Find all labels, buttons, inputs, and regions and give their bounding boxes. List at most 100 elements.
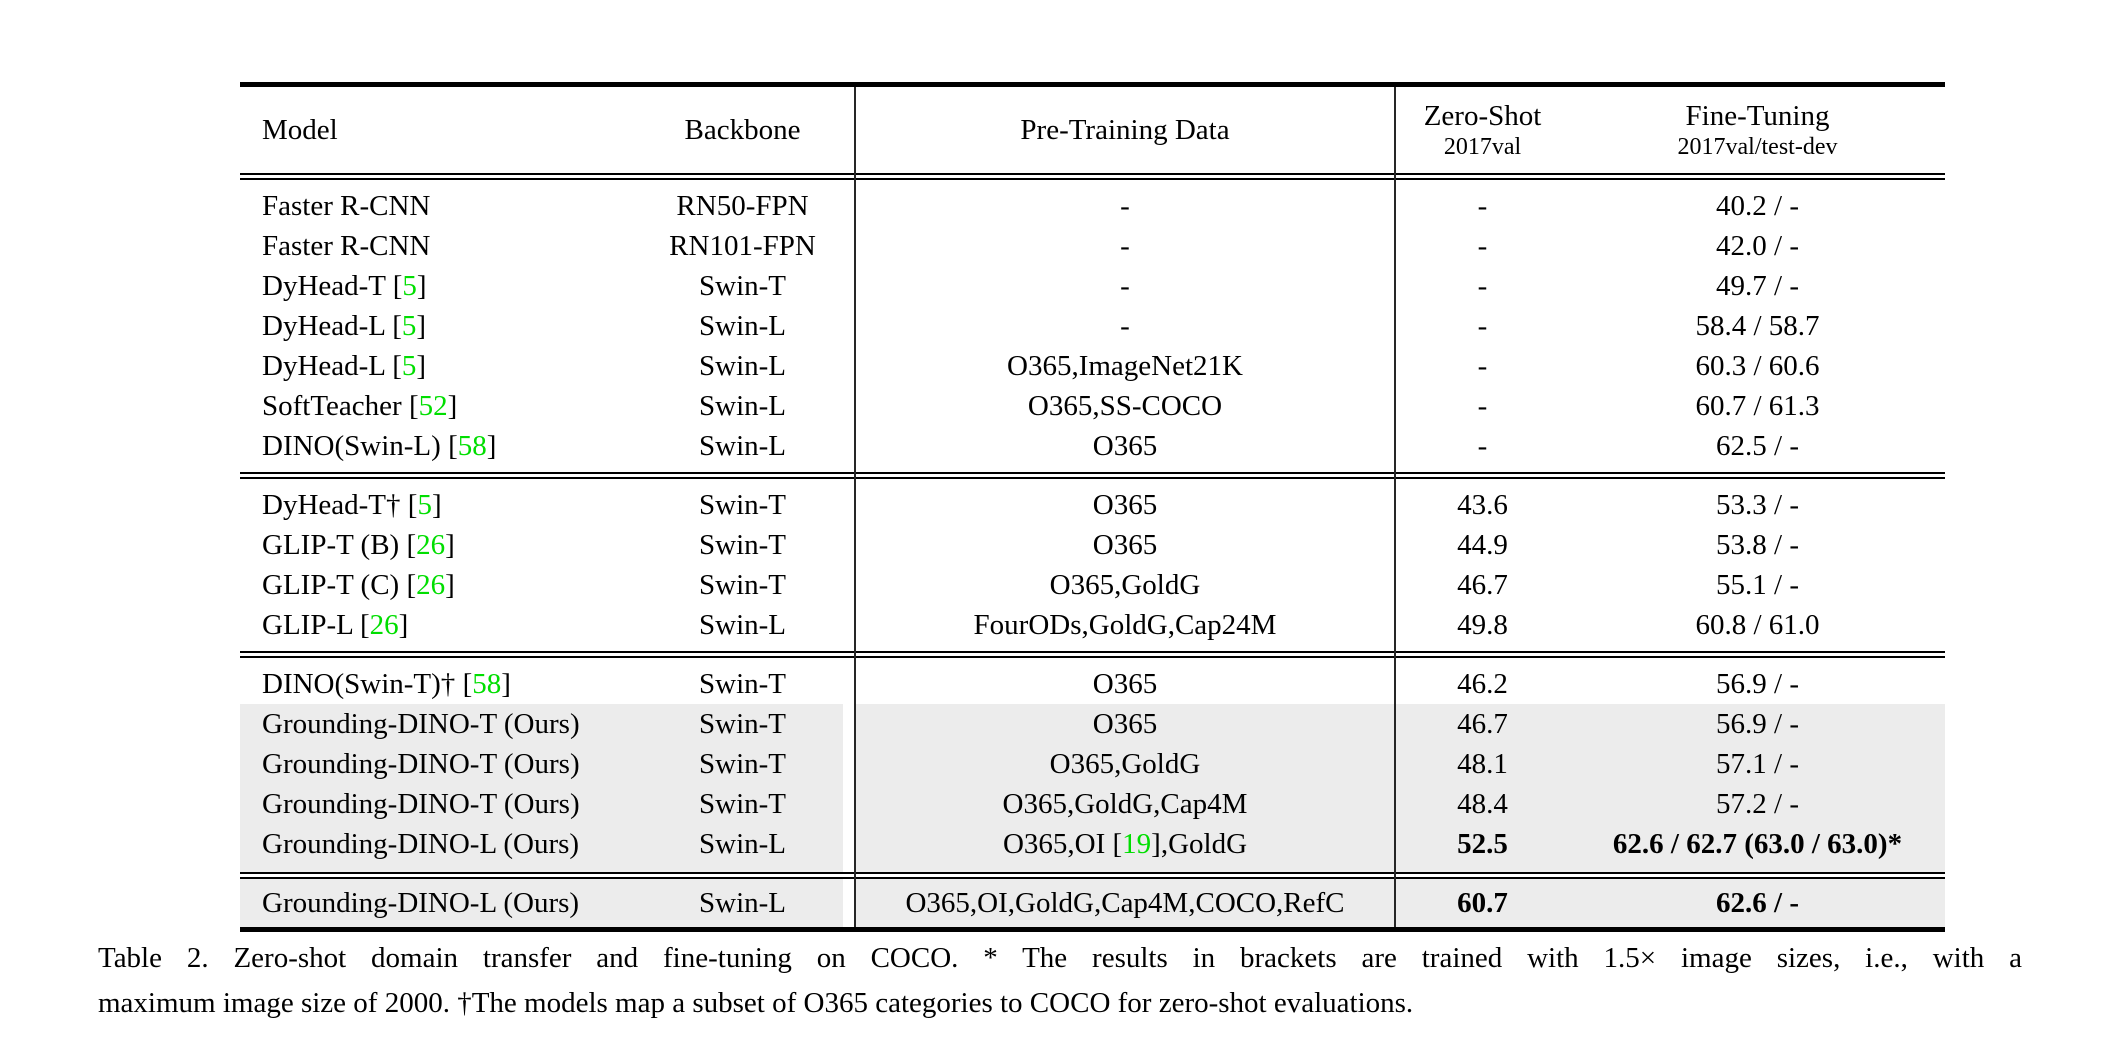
highlighted-rows-block: Grounding-DINO-T (Ours) Swin-T O365 46.7… (240, 704, 1945, 872)
cell-model: Grounding-DINO-L (Ours) (240, 824, 630, 864)
citation-link[interactable]: 58 (448, 430, 496, 462)
cell-model: Grounding-DINO-T (Ours) (240, 784, 630, 824)
cell-model: Grounding-DINO-T (Ours) (240, 704, 630, 744)
cell-finetuning: 60.7 / 61.3 (1695, 390, 1820, 422)
cell-backbone: Swin-T (699, 270, 786, 302)
pretraining-text: O365 (1092, 430, 1158, 462)
citation-link[interactable]: 26 (406, 569, 454, 601)
cell-pretraining-data: O365 (855, 525, 1395, 565)
caption-line-1: Table 2. Zero-shot domain transfer and f… (98, 942, 2022, 974)
cell-finetuning: 40.2 / - (1716, 190, 1799, 222)
cell-zeroshot: 46.2 (1457, 668, 1508, 700)
citation-link[interactable]: 52 (409, 390, 457, 422)
column-divider (854, 87, 856, 927)
header-backbone: Backbone (684, 113, 801, 146)
model-name: DINO(Swin-L) (262, 430, 449, 462)
cell-zeroshot: - (1477, 350, 1488, 382)
table-row: DyHead-L 5 Swin-L O365,ImageNet21K - 60.… (240, 346, 1945, 386)
group-grounding-dino: DINO(Swin-T)† 58 Swin-T O365 46.2 56.9 /… (240, 658, 1945, 872)
model-name: Grounding-DINO-L (Ours) (262, 828, 580, 860)
cell-model: GLIP-T (B) 26 (240, 525, 630, 565)
header-zeroshot: Zero-Shot 2017val (1395, 99, 1570, 162)
pretraining-text: O365 (1092, 708, 1158, 740)
pretraining-text: O365,GoldG,Cap4M (1002, 788, 1248, 820)
pretraining-text-post: ,GoldG (1160, 828, 1248, 860)
cell-finetuning: 55.1 / - (1716, 569, 1799, 601)
results-table: Model Backbone Pre-Training Data Zero-Sh… (240, 82, 1945, 932)
model-name: DyHead-L (262, 350, 393, 382)
cell-model: Faster R-CNN (240, 226, 630, 266)
cell-zeroshot: - (1477, 270, 1488, 302)
pretraining-text: - (1120, 270, 1130, 302)
cell-zeroshot: - (1477, 190, 1488, 222)
citation-link[interactable]: 5 (392, 310, 426, 342)
pretraining-text: FourODs,GoldG,Cap24M (973, 609, 1277, 641)
group-closed-set-detectors: Faster R-CNN RN50-FPN - - 40.2 / - Faste… (240, 180, 1945, 472)
table-row: Faster R-CNN RN101-FPN - - 42.0 / - (240, 226, 1945, 266)
cell-zeroshot: - (1477, 430, 1488, 462)
cell-pretraining-data: - (855, 226, 1395, 266)
cell-backbone: Swin-T (699, 668, 786, 700)
cell-zeroshot: 44.9 (1457, 529, 1508, 561)
cell-backbone: Swin-T (699, 489, 786, 521)
citation-link[interactable]: 26 (360, 609, 408, 641)
cell-backbone: Swin-T (699, 569, 786, 601)
citation-link[interactable]: 5 (408, 489, 442, 521)
cell-zeroshot: 60.7 (1457, 887, 1508, 919)
pretraining-text: O365,GoldG (1049, 569, 1201, 601)
cell-zeroshot: 48.4 (1457, 788, 1508, 820)
model-name: Faster R-CNN (262, 190, 431, 222)
cell-model: Grounding-DINO-L (Ours) (240, 883, 630, 923)
cell-backbone: Swin-L (699, 390, 786, 422)
cell-pretraining-data: O365,OI 19,GoldG (855, 824, 1395, 864)
cell-backbone: Swin-L (699, 887, 786, 919)
cell-finetuning: 56.9 / - (1716, 668, 1799, 700)
table-row: DyHead-L 5 Swin-L - - 58.4 / 58.7 (240, 306, 1945, 346)
cell-zeroshot: - (1477, 230, 1488, 262)
citation-link[interactable]: 26 (406, 529, 454, 561)
cell-zeroshot: 43.6 (1457, 489, 1508, 521)
cell-model: DyHead-T 5 (240, 266, 630, 306)
cell-backbone: Swin-T (699, 529, 786, 561)
pretraining-text: O365 (1092, 668, 1158, 700)
model-name: GLIP-T (B) (262, 529, 407, 561)
pretraining-text: O365,OI (1002, 828, 1113, 860)
cell-finetuning: 62.6 / - (1716, 887, 1799, 919)
header-finetuning-title: Fine-Tuning (1685, 99, 1830, 132)
header-finetuning: Fine-Tuning 2017val/test-dev (1570, 99, 1945, 162)
cell-finetuning: 60.3 / 60.6 (1695, 350, 1820, 382)
model-name: DyHead-T† (262, 489, 408, 521)
cell-pretraining-data: O365,SS-COCO (855, 386, 1395, 426)
cell-finetuning: 58.4 / 58.7 (1695, 310, 1820, 342)
cell-model: DyHead-T† 5 (240, 485, 630, 525)
pretraining-text: O365,ImageNet21K (1007, 350, 1243, 382)
cell-finetuning: 56.9 / - (1716, 708, 1799, 740)
cell-pretraining-data: FourODs,GoldG,Cap24M (855, 605, 1395, 645)
cell-model: Faster R-CNN (240, 186, 630, 226)
citation-link[interactable]: 5 (393, 270, 427, 302)
cell-zeroshot: 48.1 (1457, 748, 1508, 780)
citation-link[interactable]: 5 (392, 350, 426, 382)
pretraining-text: O365 (1092, 489, 1158, 521)
pretraining-text: O365,GoldG (1049, 748, 1201, 780)
citation-link[interactable]: 19 (1113, 828, 1161, 860)
table-row: Grounding-DINO-L (Ours) Swin-L O365,OI 1… (240, 824, 1945, 864)
group-o365-pretrained: DyHead-T† 5 Swin-T O365 43.6 53.3 / - GL… (240, 479, 1945, 651)
table-row: Faster R-CNN RN50-FPN - - 40.2 / - (240, 186, 1945, 226)
cell-model: DINO(Swin-T)† 58 (240, 664, 630, 704)
cell-backbone: Swin-L (699, 828, 786, 860)
cell-pretraining-data: O365 (855, 664, 1395, 704)
rule-bottom (240, 927, 1945, 932)
rule-group-separator-1 (240, 472, 1945, 479)
cell-model: SoftTeacher 52 (240, 386, 630, 426)
cell-backbone: Swin-L (699, 310, 786, 342)
cell-backbone: Swin-L (699, 430, 786, 462)
cell-finetuning: 42.0 / - (1716, 230, 1799, 262)
cell-model: DyHead-L 5 (240, 306, 630, 346)
citation-link[interactable]: 58 (463, 668, 511, 700)
cell-backbone: Swin-L (699, 609, 786, 641)
table-row: Grounding-DINO-L (Ours) Swin-L O365,OI,G… (240, 883, 1945, 923)
table-row: Grounding-DINO-T (Ours) Swin-T O365,Gold… (240, 744, 1945, 784)
model-name: GLIP-T (C) (262, 569, 407, 601)
cell-zeroshot: - (1477, 390, 1488, 422)
